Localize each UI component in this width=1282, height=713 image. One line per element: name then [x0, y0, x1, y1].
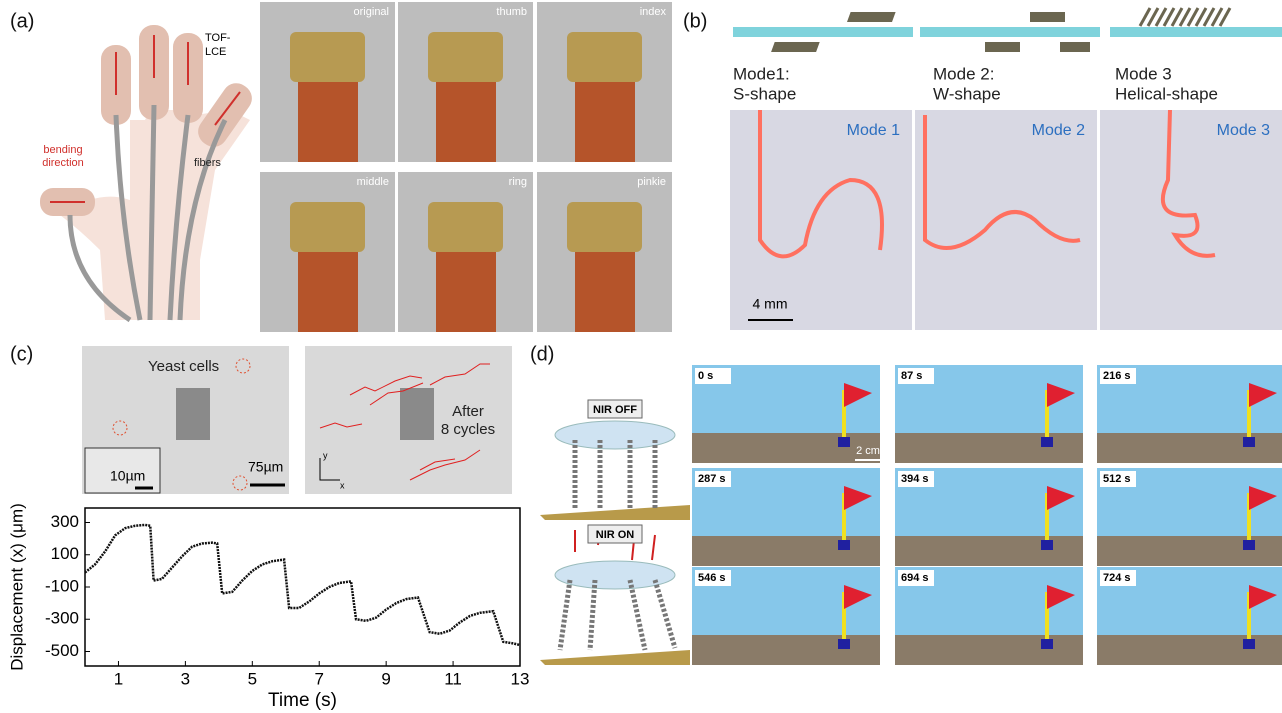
photo-hand	[436, 77, 496, 162]
axis-indicator-label: y	[323, 450, 328, 460]
panel-label: (c)	[10, 343, 33, 365]
bending-label: direction	[42, 157, 84, 169]
time-label: 0 s	[698, 370, 713, 382]
x-axis-label: Time (s)	[268, 690, 337, 711]
nir-off-label: NIR OFF	[593, 404, 637, 416]
hand-illustration	[40, 25, 257, 320]
time-label: 512 s	[1103, 473, 1131, 485]
time-label: 87 s	[901, 370, 922, 382]
photo	[915, 110, 1097, 330]
figure: (a) (b) (c) (d) TOF- LCE bending directi…	[0, 0, 1282, 713]
photo-hand	[436, 247, 496, 332]
mode-label: Mode 3	[1115, 64, 1172, 83]
flag-base	[838, 540, 850, 550]
photo-label: Mode 3	[1217, 122, 1270, 139]
mode-schematic	[733, 8, 1282, 52]
y-tick-label: 100	[51, 544, 79, 563]
mode-label: Helical-shape	[1115, 84, 1218, 103]
x-tick-label: 9	[381, 669, 390, 688]
panel-label: (d)	[530, 343, 554, 365]
photo-label: index	[640, 6, 667, 18]
photo	[1100, 110, 1282, 330]
x-tick-label: 7	[314, 669, 323, 688]
photo-label: Mode 2	[1032, 122, 1085, 139]
photo-floor	[895, 635, 1083, 665]
mode-label: Mode 2:	[933, 64, 994, 83]
scale-label: 75µm	[248, 459, 283, 475]
y-tick-label: -300	[45, 609, 79, 628]
photo-label: thumb	[496, 6, 527, 18]
x-tick-label: 13	[511, 669, 530, 688]
photo-floor	[895, 536, 1083, 566]
photo-hand	[575, 77, 635, 162]
photo-hand	[298, 247, 358, 332]
time-label: 694 s	[901, 572, 929, 584]
time-label: 216 s	[1103, 370, 1131, 382]
tof-lce-label: LCE	[205, 46, 226, 58]
time-label: 546 s	[698, 572, 726, 584]
photo-fingers	[428, 202, 503, 252]
scale-label: 4 mm	[753, 296, 788, 312]
photo-fingers	[428, 32, 503, 82]
flag-base	[838, 639, 850, 649]
flag-base	[838, 437, 850, 447]
panel-label: (b)	[683, 10, 707, 32]
photo-floor	[692, 536, 880, 566]
x-tick-label: 5	[248, 669, 257, 688]
photo-label: ring	[509, 176, 527, 188]
flag-base	[1243, 639, 1255, 649]
photo-floor	[692, 433, 880, 463]
photo-hand	[298, 77, 358, 162]
x-tick-label: 1	[114, 669, 123, 688]
microscope-feature	[176, 388, 210, 440]
x-tick-label: 3	[181, 669, 190, 688]
photo-floor	[692, 635, 880, 665]
time-label: 724 s	[1103, 572, 1131, 584]
plot-frame	[85, 508, 520, 666]
nir-on-label: NIR ON	[596, 529, 635, 541]
photo-fingers	[290, 202, 365, 252]
y-tick-label: 300	[51, 512, 79, 531]
panel-label: (a)	[10, 10, 34, 32]
mode-label: S-shape	[733, 84, 796, 103]
x-tick-label: 11	[444, 669, 462, 688]
data-line	[85, 525, 520, 645]
axis-indicator-label: x	[340, 480, 345, 490]
mode-label: W-shape	[933, 84, 1001, 103]
time-label: 394 s	[901, 473, 929, 485]
mode-label: Mode1:	[733, 64, 790, 83]
y-axis-label: Displacement (x) (μm)	[7, 503, 26, 671]
bending-label: bending	[43, 144, 82, 156]
photo-fingers	[567, 32, 642, 82]
flag-base	[1243, 540, 1255, 550]
flag-base	[1041, 639, 1053, 649]
y-tick-label: -100	[45, 576, 79, 595]
scale-label: 2 cm	[856, 445, 880, 457]
yeast-label: Yeast cells	[148, 358, 219, 375]
photo-label: original	[354, 6, 389, 18]
tof-lce-label: TOF-	[205, 32, 231, 44]
scale-label: 10µm	[110, 468, 145, 484]
photo-hand	[575, 247, 635, 332]
photo-label: Mode 1	[847, 122, 900, 139]
time-label: 287 s	[698, 473, 726, 485]
flag-base	[1041, 540, 1053, 550]
photo-fingers	[290, 32, 365, 82]
photo-fingers	[567, 202, 642, 252]
after-label: After	[452, 403, 484, 420]
photo-floor	[895, 433, 1083, 463]
microscope-feature	[400, 388, 434, 440]
flag-base	[1041, 437, 1053, 447]
fibers-label: fibers	[194, 157, 221, 169]
photo-label: pinkie	[637, 176, 666, 188]
y-tick-label: -500	[45, 641, 79, 660]
flag-base	[1243, 437, 1255, 447]
photo-label: middle	[357, 176, 389, 188]
after-label: 8 cycles	[441, 421, 495, 438]
